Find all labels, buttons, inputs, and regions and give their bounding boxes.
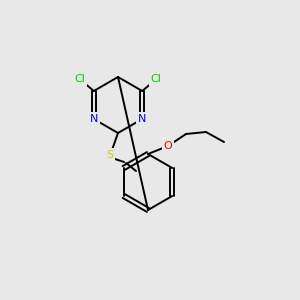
Text: Cl: Cl (74, 74, 85, 84)
Text: N: N (90, 114, 98, 124)
Text: N: N (138, 114, 146, 124)
Text: Cl: Cl (151, 74, 162, 84)
Text: S: S (106, 150, 114, 160)
Text: O: O (164, 141, 172, 151)
